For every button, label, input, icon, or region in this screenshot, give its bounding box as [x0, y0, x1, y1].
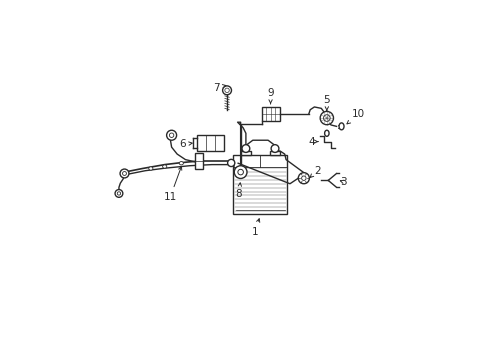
Ellipse shape [179, 162, 183, 165]
Circle shape [166, 130, 176, 140]
Bar [196, 135, 224, 150]
Circle shape [323, 115, 329, 121]
Ellipse shape [338, 123, 344, 130]
Circle shape [115, 190, 122, 197]
Circle shape [227, 159, 234, 167]
Circle shape [237, 169, 243, 175]
Text: 10: 10 [346, 109, 365, 124]
Circle shape [270, 145, 278, 152]
Ellipse shape [148, 167, 153, 170]
Text: 1: 1 [251, 219, 259, 237]
Bar [195, 153, 203, 169]
Text: 5: 5 [323, 95, 329, 111]
Ellipse shape [163, 165, 166, 168]
Bar [233, 156, 287, 214]
Text: 11: 11 [163, 167, 182, 202]
Circle shape [224, 88, 229, 93]
Text: 7: 7 [212, 82, 225, 93]
Bar [269, 151, 280, 156]
Text: 4: 4 [307, 136, 317, 147]
Circle shape [298, 173, 309, 184]
Bar [261, 107, 279, 121]
Ellipse shape [324, 130, 328, 136]
Text: 3: 3 [340, 177, 346, 187]
Circle shape [301, 176, 305, 180]
Circle shape [122, 172, 126, 175]
Circle shape [320, 111, 333, 125]
Circle shape [120, 169, 129, 178]
Text: 8: 8 [235, 183, 242, 199]
Text: 9: 9 [267, 88, 273, 104]
Circle shape [169, 133, 173, 138]
Text: 6: 6 [179, 139, 192, 149]
Circle shape [222, 86, 231, 95]
Circle shape [242, 145, 249, 152]
Bar [241, 151, 250, 156]
Circle shape [234, 166, 246, 179]
Text: 2: 2 [309, 166, 320, 177]
Circle shape [117, 192, 121, 195]
